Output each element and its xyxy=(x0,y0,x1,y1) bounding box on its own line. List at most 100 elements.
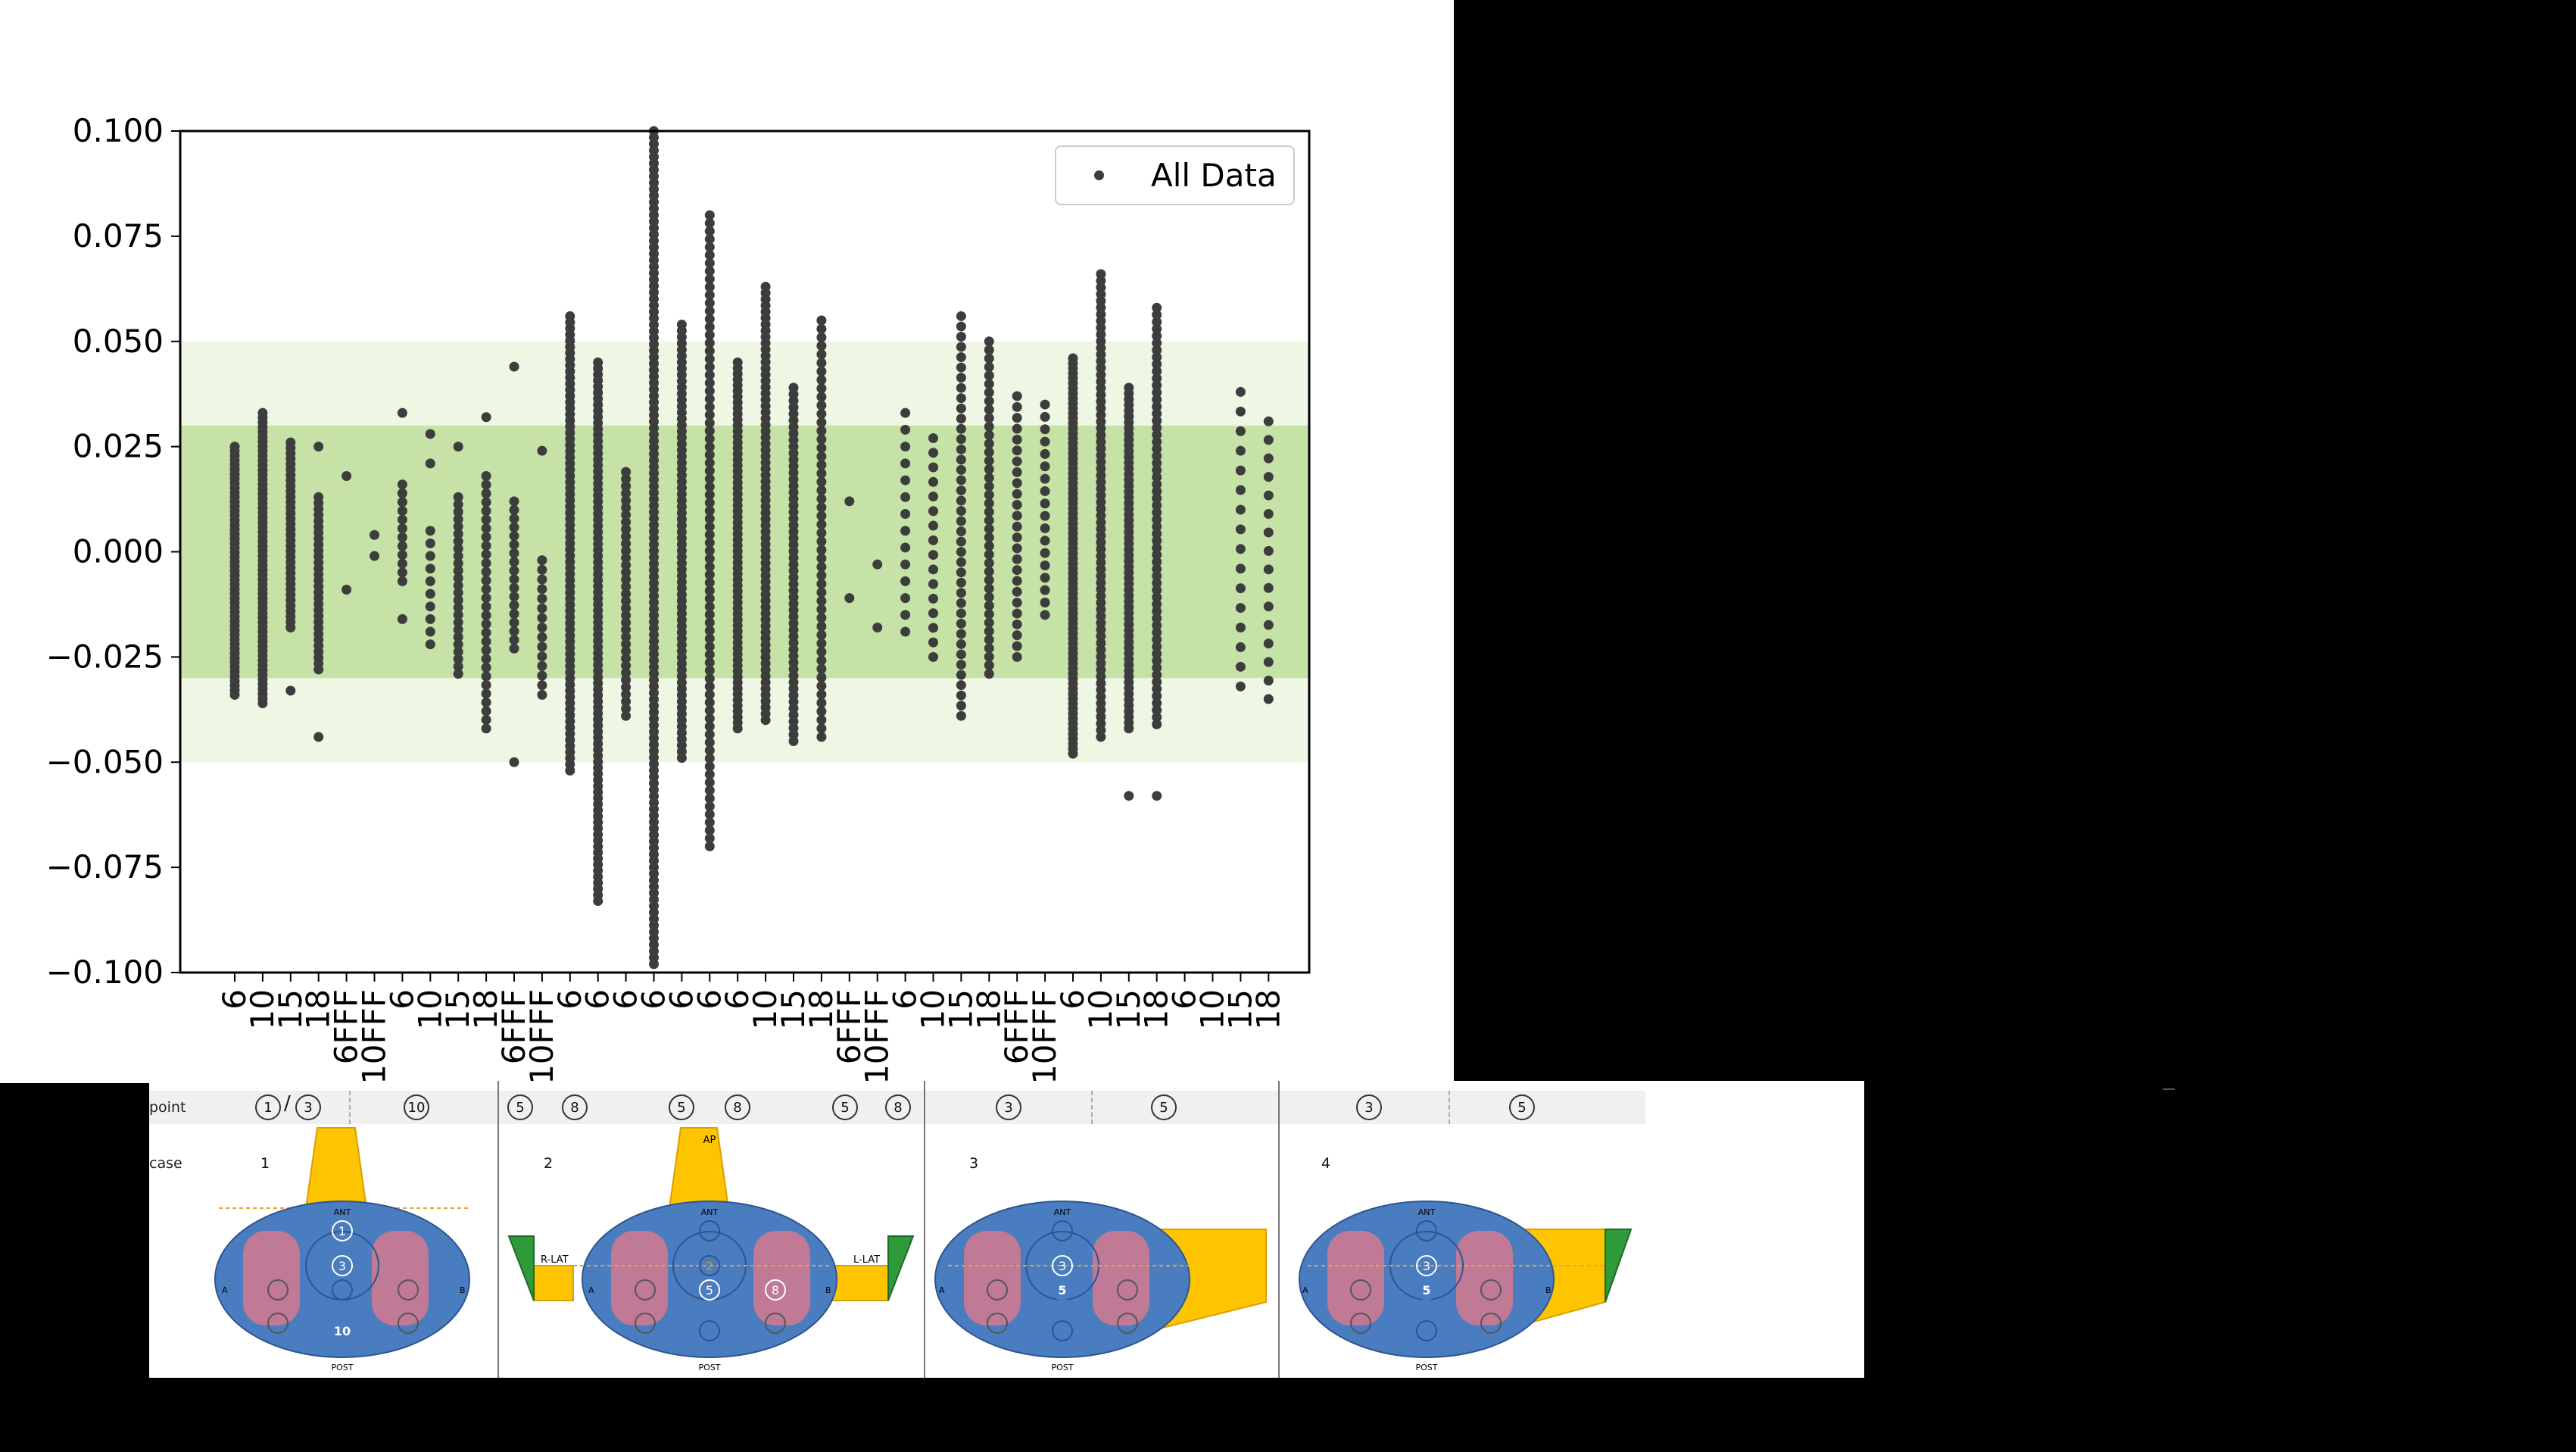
probe-circle-5 xyxy=(1416,1279,1437,1301)
data-point xyxy=(816,468,827,479)
circle-label: 5 xyxy=(706,1283,713,1297)
data-point xyxy=(425,601,435,612)
data-point xyxy=(704,833,715,844)
data-point xyxy=(956,373,966,383)
data-point xyxy=(1235,642,1246,652)
data-point xyxy=(621,646,632,657)
data-point xyxy=(704,266,715,276)
data-point xyxy=(621,502,632,513)
data-point xyxy=(1012,651,1022,662)
data-point xyxy=(704,561,715,572)
data-point xyxy=(900,576,911,586)
data-point xyxy=(900,593,911,604)
data-point xyxy=(816,417,827,428)
data-point xyxy=(1152,338,1162,348)
data-point xyxy=(704,609,715,620)
data-point xyxy=(397,479,407,490)
x-tick-label: 6 xyxy=(579,989,616,1010)
data-point xyxy=(928,564,938,575)
data-point xyxy=(537,593,547,604)
data-point xyxy=(1235,386,1246,397)
data-point xyxy=(984,481,994,492)
data-point xyxy=(1040,523,1050,533)
data-point xyxy=(1235,485,1246,495)
data-point xyxy=(257,407,268,418)
case-number: 1 xyxy=(260,1155,270,1172)
data-point xyxy=(621,531,632,542)
data-point xyxy=(453,543,463,554)
data-point xyxy=(1040,498,1050,509)
phantom-diagrams: 1 3 10 ANT POST A B AP R-LAT L-LAT xyxy=(214,1127,1633,1372)
data-point xyxy=(900,442,911,452)
data-point xyxy=(704,657,715,668)
data-point xyxy=(816,579,827,589)
data-point xyxy=(1124,383,1134,393)
ant-label: ANT xyxy=(701,1207,719,1217)
data-point xyxy=(816,672,827,682)
data-point xyxy=(621,603,632,614)
probe-circle xyxy=(1416,1220,1437,1241)
data-point xyxy=(481,497,491,507)
data-point xyxy=(481,523,491,533)
lung-left xyxy=(611,1231,668,1326)
data-point xyxy=(816,383,827,394)
x-tick-label: 6 xyxy=(887,989,924,1010)
data-point xyxy=(425,639,435,650)
ap-beam xyxy=(668,1127,730,1209)
data-point xyxy=(621,653,632,664)
data-point xyxy=(397,505,407,516)
data-point xyxy=(704,841,715,851)
probe-circle xyxy=(332,1279,353,1301)
data-point xyxy=(509,757,519,767)
data-point xyxy=(704,585,715,596)
x-tick-label: 10 xyxy=(747,989,784,1029)
data-point xyxy=(704,210,715,220)
data-point xyxy=(760,282,771,292)
data-point xyxy=(816,476,827,487)
data-point xyxy=(313,732,324,742)
point-marker: 5 xyxy=(832,1094,858,1120)
data-point xyxy=(1152,359,1162,370)
data-point xyxy=(704,282,715,292)
data-point xyxy=(1012,467,1022,477)
data-point xyxy=(621,582,632,592)
data-point xyxy=(397,532,407,542)
data-point xyxy=(453,654,463,664)
probe-circle-1 xyxy=(332,1220,353,1241)
data-point xyxy=(704,697,715,707)
l-lat-wedge xyxy=(887,1235,915,1301)
point-divider xyxy=(349,1091,351,1124)
data-point xyxy=(816,358,827,368)
data-point xyxy=(1152,606,1162,617)
data-point xyxy=(481,619,491,629)
data-point xyxy=(1263,675,1274,685)
circle-label: 5 xyxy=(1058,1283,1066,1297)
data-point xyxy=(956,670,966,680)
data-point xyxy=(984,601,994,611)
data-point xyxy=(621,553,632,564)
probe-circle xyxy=(1052,1220,1073,1241)
lung-right xyxy=(753,1231,810,1326)
data-point xyxy=(1263,527,1274,538)
data-point xyxy=(1152,317,1162,327)
data-point xyxy=(816,613,827,623)
data-point xyxy=(704,242,715,252)
data-point xyxy=(984,617,994,628)
data-point xyxy=(900,509,911,520)
y-tick-label: 0.100 xyxy=(73,112,164,149)
data-point xyxy=(704,322,715,333)
data-point xyxy=(984,651,994,662)
y-tick-label: −0.025 xyxy=(46,638,164,675)
point-marker: 8 xyxy=(885,1094,911,1120)
data-point xyxy=(1152,536,1162,546)
data-point xyxy=(1040,436,1050,447)
x-tick-label: 6 xyxy=(216,989,253,1010)
data-point xyxy=(1152,465,1162,476)
probe-circle xyxy=(267,1313,288,1334)
data-point xyxy=(956,444,966,454)
x-tick-label: 6FFF xyxy=(831,989,868,1064)
data-point xyxy=(704,329,715,340)
data-point xyxy=(1152,592,1162,602)
data-point xyxy=(816,392,827,402)
data-point xyxy=(704,593,715,604)
